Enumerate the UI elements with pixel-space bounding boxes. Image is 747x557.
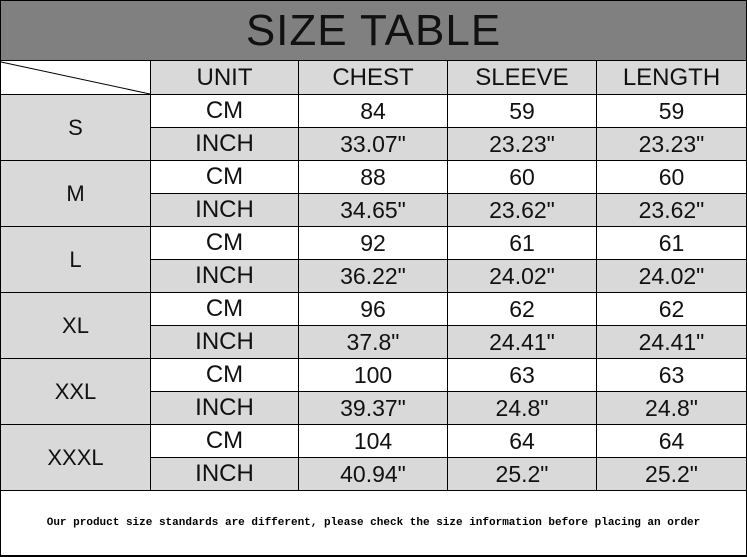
footer-note: Our product size standards are different… [0, 490, 747, 557]
chest-cell: 96 [298, 292, 448, 326]
length-cell: 23.23" [596, 127, 747, 161]
unit-cell: CM [150, 292, 299, 326]
sleeve-cell: 61 [447, 226, 597, 260]
length-cell: 25.2" [596, 457, 747, 491]
page-title: SIZE TABLE [0, 0, 747, 61]
size-table: UNIT CHEST SLEEVE LENGTH S CM 84 59 59 IN… [0, 60, 747, 491]
chest-cell: 34.65" [298, 193, 448, 227]
chest-cell: 39.37" [298, 391, 448, 425]
sleeve-cell: 60 [447, 160, 597, 194]
unit-cell: CM [150, 94, 299, 128]
chest-cell: 100 [298, 358, 448, 392]
table-row-cm: L CM 92 61 61 [0, 226, 747, 293]
sleeve-cell: 59 [447, 94, 597, 128]
length-cell: 24.02" [596, 259, 747, 293]
unit-cell: CM [150, 424, 299, 458]
sleeve-cell: 63 [447, 358, 597, 392]
table-row-inch: INCH 39.37" 24.8" 24.8" [1, 391, 747, 425]
sleeve-cell: 24.41" [447, 325, 597, 359]
table-row-cm: XXL CM 100 63 63 [0, 358, 747, 425]
chest-cell: 37.8" [298, 325, 448, 359]
unit-cell: CM [150, 358, 299, 392]
unit-cell: INCH [150, 457, 299, 491]
table-row-cm: XXXL CM 104 64 64 [0, 424, 747, 491]
unit-cell: CM [150, 160, 299, 194]
length-cell: 59 [596, 94, 747, 128]
header-row: UNIT CHEST SLEEVE LENGTH [0, 60, 747, 95]
table-row-cm: XL CM 96 62 62 [0, 292, 747, 359]
table-row-inch: INCH 36.22" 24.02" 24.02" [1, 259, 747, 293]
length-cell: 61 [596, 226, 747, 260]
sleeve-cell: 23.62" [447, 193, 597, 227]
sleeve-cell: 24.8" [447, 391, 597, 425]
unit-cell: CM [150, 226, 299, 260]
unit-cell: INCH [150, 193, 299, 227]
table-row-inch: INCH 34.65" 23.62" 23.62" [1, 193, 747, 227]
length-cell: 24.41" [596, 325, 747, 359]
size-label: S [0, 94, 151, 161]
table-row-inch: INCH 40.94" 25.2" 25.2" [1, 457, 747, 491]
unit-cell: INCH [150, 127, 299, 161]
sleeve-cell: 64 [447, 424, 597, 458]
table-row-cm: S CM 84 59 59 [0, 94, 747, 161]
sleeve-cell: 23.23" [447, 127, 597, 161]
length-cell: 24.8" [596, 391, 747, 425]
diagonal-corner-cell [0, 60, 151, 95]
chest-cell: 88 [298, 160, 448, 194]
table-row-cm: M CM 88 60 60 [0, 160, 747, 227]
chest-cell: 92 [298, 226, 448, 260]
sleeve-cell: 24.02" [447, 259, 597, 293]
length-cell: 23.62" [596, 193, 747, 227]
length-cell: 62 [596, 292, 747, 326]
unit-cell: INCH [150, 325, 299, 359]
chest-cell: 84 [298, 94, 448, 128]
header-sleeve: SLEEVE [447, 60, 597, 95]
header-chest: CHEST [298, 60, 448, 95]
length-cell: 60 [596, 160, 747, 194]
length-cell: 63 [596, 358, 747, 392]
size-label: XL [0, 292, 151, 359]
size-label: L [0, 226, 151, 293]
sleeve-cell: 25.2" [447, 457, 597, 491]
size-label: M [0, 160, 151, 227]
size-label: XXL [0, 358, 151, 425]
chest-cell: 36.22" [298, 259, 448, 293]
header-length: LENGTH [596, 60, 747, 95]
header-unit: UNIT [150, 60, 299, 95]
chest-cell: 40.94" [298, 457, 448, 491]
unit-cell: INCH [150, 259, 299, 293]
size-label: XXXL [0, 424, 151, 491]
length-cell: 64 [596, 424, 747, 458]
table-row-inch: INCH 33.07" 23.23" 23.23" [1, 127, 747, 161]
sleeve-cell: 62 [447, 292, 597, 326]
chest-cell: 104 [298, 424, 448, 458]
unit-cell: INCH [150, 391, 299, 425]
chest-cell: 33.07" [298, 127, 448, 161]
